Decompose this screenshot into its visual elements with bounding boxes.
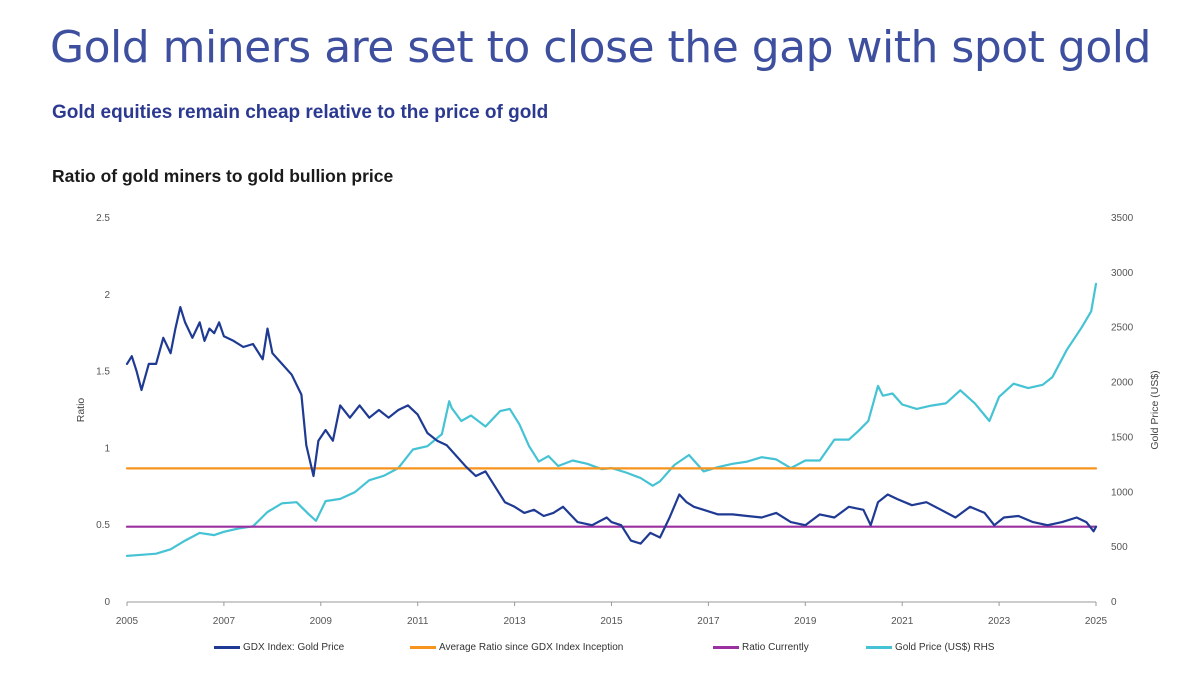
x-tick-label: 2005 — [116, 616, 139, 627]
y2-tick-label: 2500 — [1111, 323, 1134, 334]
legend-label-average: Average Ratio since GDX Index Inception — [439, 642, 624, 653]
legend-swatch-gold — [866, 646, 892, 649]
legend-swatch-average — [410, 646, 436, 649]
legend-item-average: Average Ratio since GDX Index Inception — [410, 642, 623, 653]
legend-label-gold: Gold Price (US$) RHS — [895, 642, 995, 653]
legend-item-current: Ratio Currently — [713, 642, 809, 653]
y2-axis-title: Gold Price (US$) — [1149, 370, 1161, 449]
y-axis-title: Ratio — [75, 398, 87, 423]
legend-label-current: Ratio Currently — [742, 642, 809, 653]
y-tick-label: 1.5 — [96, 367, 110, 378]
y2-tick-label: 1500 — [1111, 432, 1134, 443]
x-tick-label: 2009 — [310, 616, 333, 627]
y-tick-label: 0.5 — [96, 520, 110, 531]
y-tick-label: 2.5 — [96, 213, 110, 224]
x-tick-label: 2025 — [1085, 616, 1108, 627]
legend-item-gold: Gold Price (US$) RHS — [866, 642, 994, 653]
x-tick-label: 2017 — [697, 616, 720, 627]
ratio-chart: 2005 2007 2009 2011 2013 2015 2017 2019 2021 2023… — [75, 213, 1161, 627]
page-subtitle: Gold equities remain cheap relative to t… — [52, 102, 549, 123]
x-tick-label: 2007 — [213, 616, 236, 627]
page-title: Gold miners are set to close the gap wit… — [50, 22, 1151, 73]
x-tick-label: 2015 — [600, 616, 623, 627]
y2-tick-label: 0 — [1111, 597, 1117, 608]
y2-tick-label: 1000 — [1111, 487, 1134, 498]
y-tick-label: 1 — [104, 443, 110, 454]
legend-swatch-current — [713, 646, 739, 649]
legend-label-ratio: GDX Index: Gold Price — [243, 642, 345, 653]
x-tick-label: 2023 — [988, 616, 1011, 627]
x-tick-label: 2013 — [503, 616, 526, 627]
chart-legend: GDX Index: Gold Price Average Ratio sinc… — [0, 642, 1200, 662]
y2-tick-label: 500 — [1111, 542, 1128, 553]
y-tick-label: 0 — [104, 597, 110, 608]
y2-tick-label: 3000 — [1111, 268, 1134, 279]
legend-swatch-ratio — [214, 646, 240, 649]
y-tick-label: 2 — [104, 290, 110, 301]
chart-title: Ratio of gold miners to gold bullion pri… — [52, 166, 394, 186]
x-tick-label: 2011 — [407, 616, 429, 627]
y2-tick-label: 2000 — [1111, 378, 1134, 389]
x-tick-label: 2019 — [794, 616, 817, 627]
legend-item-ratio: GDX Index: Gold Price — [214, 642, 344, 653]
x-tick-label: 2021 — [891, 616, 914, 627]
y2-tick-label: 3500 — [1111, 213, 1134, 224]
series-gdx-ratio-line — [125, 306, 1098, 545]
